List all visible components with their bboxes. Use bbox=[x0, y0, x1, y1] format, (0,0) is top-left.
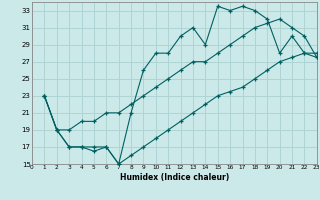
X-axis label: Humidex (Indice chaleur): Humidex (Indice chaleur) bbox=[120, 173, 229, 182]
